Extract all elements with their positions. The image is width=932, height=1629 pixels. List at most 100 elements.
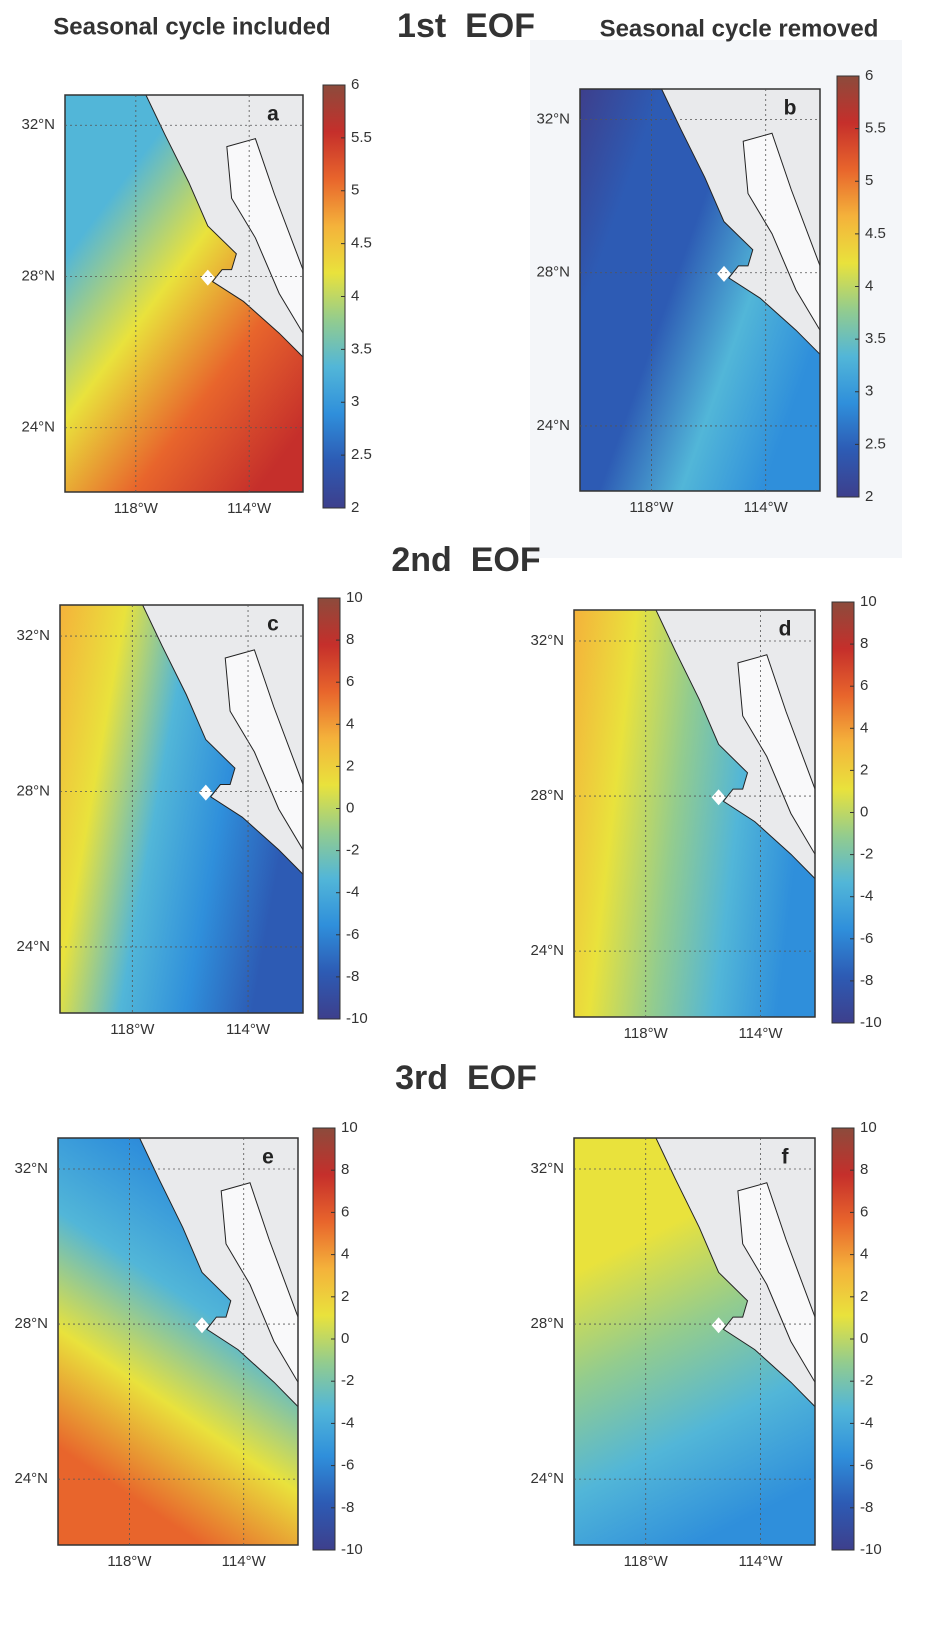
lon-tick-label: 114°W bbox=[744, 499, 789, 516]
colorbar-tick-label: 10 bbox=[346, 589, 363, 606]
map-frame bbox=[64, 94, 304, 493]
panel-label: c bbox=[267, 613, 279, 636]
colorbar-tick-label: 6 bbox=[341, 1203, 349, 1220]
lat-tick-label: 24°N bbox=[536, 417, 570, 434]
lat-tick-label: 28°N bbox=[530, 1315, 564, 1332]
lon-tick-label: 118°W bbox=[107, 1553, 152, 1570]
colorbar-tick-label: 10 bbox=[341, 1119, 358, 1136]
colorbar-tick-label: 2 bbox=[860, 761, 868, 778]
colorbar-tick-label: 6 bbox=[346, 673, 354, 690]
colorbar-tick-label: -2 bbox=[860, 1372, 873, 1389]
colorbar-tick-label: -4 bbox=[860, 1414, 873, 1431]
lat-tick-label: 32°N bbox=[21, 116, 55, 133]
island-marker bbox=[711, 789, 726, 806]
row-title: 2nd EOF bbox=[391, 541, 540, 579]
colorbar-tick-label: 4.5 bbox=[351, 235, 372, 252]
lat-tick-label: 24°N bbox=[21, 419, 55, 436]
colorbar-tick-label: 2 bbox=[346, 757, 354, 774]
lon-tick-label: 118°W bbox=[624, 1025, 669, 1042]
colorbar-tick-label: 6 bbox=[351, 76, 359, 93]
colorbar-tick-label: -4 bbox=[860, 888, 873, 905]
lon-tick-label: 118°W bbox=[624, 1553, 669, 1570]
lon-tick-label: 118°W bbox=[629, 499, 674, 516]
colorbar-tick-label: -6 bbox=[346, 926, 359, 943]
colorbar-tick-label: 4 bbox=[341, 1246, 349, 1263]
colorbar-tick-label: 4 bbox=[860, 719, 868, 736]
colorbar-tick-label: -2 bbox=[346, 842, 359, 859]
map-frame bbox=[59, 604, 304, 1014]
island-marker bbox=[717, 265, 731, 282]
lat-tick-label: 24°N bbox=[16, 938, 50, 955]
island-marker bbox=[198, 784, 213, 801]
colorbar-tick-label: 10 bbox=[860, 1119, 877, 1136]
colorbar-tick-label: 3.5 bbox=[351, 340, 372, 357]
lon-tick-label: 114°W bbox=[222, 1553, 267, 1570]
lat-tick-label: 28°N bbox=[21, 267, 55, 284]
panel-label: f bbox=[782, 1146, 790, 1169]
lon-tick-label: 114°W bbox=[226, 1021, 271, 1038]
colorbar-tick-label: -10 bbox=[341, 1541, 363, 1558]
lon-tick-label: 118°W bbox=[110, 1021, 155, 1038]
lon-tick-label: 114°W bbox=[738, 1025, 783, 1042]
lon-tick-label: 114°W bbox=[227, 500, 272, 517]
colorbar-tick-label: 6 bbox=[860, 677, 868, 694]
lat-tick-label: 32°N bbox=[530, 1160, 564, 1177]
colorbar-tick-label: -6 bbox=[860, 930, 873, 947]
colorbar-tick-label: -10 bbox=[346, 1010, 368, 1027]
colorbar-tick-label: -10 bbox=[860, 1541, 882, 1558]
lat-tick-label: 28°N bbox=[536, 264, 570, 281]
lon-tick-label: 118°W bbox=[114, 500, 159, 517]
row-title: 3rd EOF bbox=[395, 1059, 537, 1097]
column-header: Seasonal cycle included bbox=[53, 13, 330, 40]
lon-tick-label: 114°W bbox=[738, 1553, 783, 1570]
colorbar-tick-label: -8 bbox=[860, 1499, 873, 1516]
colorbar-tick-label: 2 bbox=[351, 499, 359, 516]
panel-label: d bbox=[779, 618, 792, 641]
colorbar-tick-label: 3 bbox=[865, 383, 873, 400]
map-frame bbox=[579, 88, 821, 492]
colorbar-tick-label: 6 bbox=[865, 67, 873, 84]
colorbar-tick-label: 3.5 bbox=[865, 330, 886, 347]
lat-tick-label: 28°N bbox=[530, 787, 564, 804]
colorbar-tick-label: -6 bbox=[860, 1457, 873, 1474]
colorbar-tick-label: -2 bbox=[860, 846, 873, 863]
colorbar-tick-label: 2 bbox=[865, 488, 873, 505]
colorbar-tick-label: 0 bbox=[346, 799, 354, 816]
colorbar-tick-label: 0 bbox=[341, 1330, 349, 1347]
colorbar-tick-label: 5 bbox=[351, 182, 359, 199]
colorbar-tick-label: -2 bbox=[341, 1372, 354, 1389]
lat-tick-label: 32°N bbox=[14, 1160, 48, 1177]
colorbar-tick-label: 2 bbox=[341, 1288, 349, 1305]
colorbar-tick-label: 4 bbox=[865, 277, 873, 294]
colorbar-tick-label: -4 bbox=[346, 884, 359, 901]
colorbar-tick-label: 4 bbox=[346, 715, 354, 732]
map-frame bbox=[573, 609, 816, 1018]
colorbar-tick-label: -10 bbox=[860, 1014, 882, 1031]
island-marker bbox=[200, 269, 215, 286]
colorbar-tick-label: -8 bbox=[860, 972, 873, 989]
colorbar-tick-label: 5.5 bbox=[351, 129, 372, 146]
colorbar-tick-label: 4.5 bbox=[865, 225, 886, 242]
panel-label: b bbox=[784, 97, 797, 120]
colorbar-tick-label: 8 bbox=[860, 635, 868, 652]
colorbar-tick-label: 10 bbox=[860, 593, 877, 610]
lat-tick-label: 32°N bbox=[536, 111, 570, 128]
colorbar-tick-label: 6 bbox=[860, 1203, 868, 1220]
lat-tick-label: 28°N bbox=[14, 1315, 48, 1332]
map-frame bbox=[573, 1137, 816, 1546]
colorbar-tick-label: 5.5 bbox=[865, 120, 886, 137]
island-marker bbox=[195, 1317, 209, 1334]
colorbar-tick-label: -6 bbox=[341, 1457, 354, 1474]
colorbar-tick-label: 2.5 bbox=[351, 446, 372, 463]
colorbar-tick-label: 5 bbox=[865, 172, 873, 189]
colorbar-tick-label: 2.5 bbox=[865, 435, 886, 452]
lat-tick-label: 32°N bbox=[530, 632, 564, 649]
lat-tick-label: 24°N bbox=[530, 942, 564, 959]
colorbar-tick-label: 8 bbox=[860, 1161, 868, 1178]
panel-label: a bbox=[267, 103, 279, 126]
colorbar-tick-label: 3 bbox=[351, 393, 359, 410]
lat-tick-label: 28°N bbox=[16, 782, 50, 799]
colorbar-tick-label: 0 bbox=[860, 803, 868, 820]
lat-tick-label: 24°N bbox=[14, 1470, 48, 1487]
